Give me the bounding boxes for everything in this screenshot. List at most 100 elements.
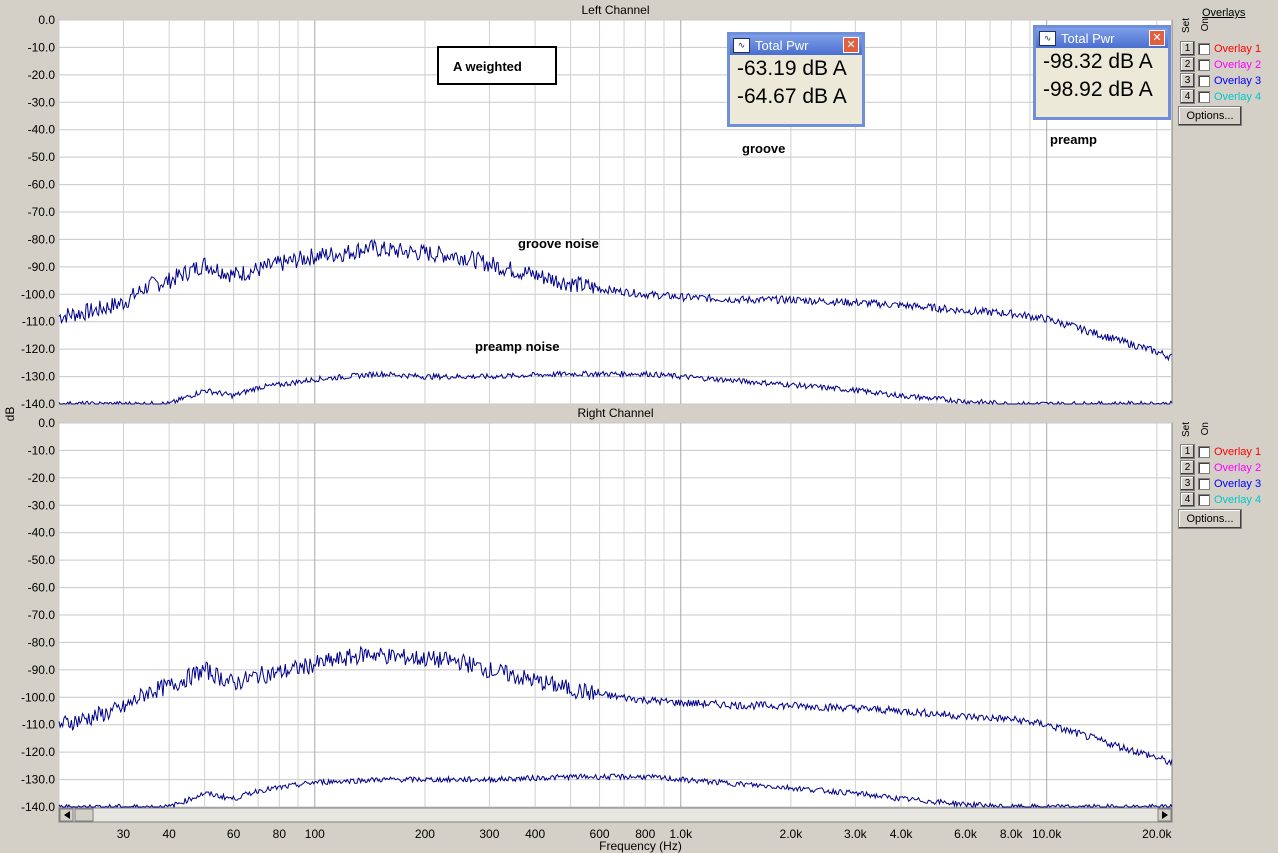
overlay-row-4: 4 Overlay 4 xyxy=(1180,492,1261,507)
arrow-left-icon xyxy=(64,811,70,819)
overlays-header: Overlays xyxy=(1202,7,1246,19)
total-power-left-value: -63.19 dB A xyxy=(737,57,847,80)
overlay-set-button[interactable]: 1 xyxy=(1180,41,1195,56)
overlay-label: Overlay 3 xyxy=(1214,477,1262,490)
y-tick-label: -20.0 xyxy=(28,68,56,82)
waveform-icon: ∿ xyxy=(733,37,750,53)
preamp-noise-annotation: preamp noise xyxy=(475,339,560,354)
overlay-row-2: 2 Overlay 2 xyxy=(1180,460,1261,475)
overlay-on-checkbox[interactable] xyxy=(1198,58,1210,71)
y-tick-label: -30.0 xyxy=(28,498,56,512)
groove-noise-line xyxy=(58,238,1173,362)
x-tick-label: 1.0k xyxy=(669,827,693,841)
overlay-on-checkbox[interactable] xyxy=(1198,90,1210,103)
x-tick-label: 300 xyxy=(479,827,499,841)
waveform-icon: ∿ xyxy=(1039,30,1056,46)
overlay-set-button[interactable]: 4 xyxy=(1180,89,1195,104)
x-tick-label: 200 xyxy=(415,827,435,841)
total-power-right-value: -98.92 dB A xyxy=(1043,78,1153,101)
x-tick-label: 600 xyxy=(590,827,610,841)
set-column-label: Set xyxy=(1181,18,1192,34)
overlay-on-checkbox[interactable] xyxy=(1198,477,1210,490)
y-tick-label: -130.0 xyxy=(21,370,55,384)
total-power-window-groove[interactable]: ∿ Total Pwr ✕ -63.19 dB A -64.67 dB A xyxy=(727,32,865,127)
y-tick-label: -60.0 xyxy=(28,178,56,192)
x-tick-label: 80 xyxy=(273,827,287,841)
total-power-titlebar[interactable]: ∿ Total Pwr ✕ xyxy=(730,35,862,55)
overlay-row-1: 1 Overlay 1 xyxy=(1180,444,1261,459)
on-column-label: On xyxy=(1200,422,1211,436)
options-button[interactable]: Options... xyxy=(1178,106,1242,126)
x-tick-label: 3.0k xyxy=(844,827,868,841)
x-tick-label: 60 xyxy=(227,827,241,841)
groove-noise-annotation: groove noise xyxy=(518,236,599,251)
panel-title-bar xyxy=(59,4,1172,20)
overlay-row-4: 4 Overlay 4 xyxy=(1180,89,1261,104)
x-tick-label: 800 xyxy=(635,827,655,841)
panel-title: Right Channel xyxy=(577,406,653,420)
overlay-label: Overlay 2 xyxy=(1214,58,1262,71)
horizontal-scrollbar[interactable] xyxy=(58,807,1173,823)
x-tick-label: 20.0k xyxy=(1142,827,1172,841)
overlay-set-button[interactable]: 3 xyxy=(1180,73,1195,88)
overlay-set-button[interactable]: 2 xyxy=(1180,57,1195,72)
overlay-set-button[interactable]: 1 xyxy=(1180,444,1195,459)
x-tick-label: 100 xyxy=(305,827,325,841)
overlay-panel-left: Overlays Set On 1 Overlay 1 2 Overlay 2 … xyxy=(1176,0,1276,130)
y-axis-label: dB xyxy=(3,407,17,422)
overlay-label: Overlay 2 xyxy=(1214,461,1262,474)
x-axis-label: Frequency (Hz) xyxy=(599,839,682,853)
y-tick-label: -30.0 xyxy=(28,95,56,109)
x-tick-label: 6.0k xyxy=(954,827,978,841)
overlay-set-button[interactable]: 3 xyxy=(1180,476,1195,491)
y-tick-label: 0.0 xyxy=(38,13,55,27)
overlay-on-checkbox[interactable] xyxy=(1198,461,1210,474)
preamp-noise-line xyxy=(58,369,1173,406)
panel-title: Left Channel xyxy=(581,3,649,17)
total-power-titlebar[interactable]: ∿ Total Pwr ✕ xyxy=(1036,28,1168,48)
y-tick-label: -60.0 xyxy=(28,581,56,595)
y-tick-label: -100.0 xyxy=(21,287,55,301)
groove-annotation: groove xyxy=(742,141,786,156)
set-column-label: Set xyxy=(1181,422,1192,438)
overlay-on-checkbox[interactable] xyxy=(1198,42,1210,55)
overlay-set-button[interactable]: 2 xyxy=(1180,460,1195,475)
y-tick-label: -40.0 xyxy=(28,526,56,540)
y-tick-label: -10.0 xyxy=(28,443,56,457)
overlay-row-3: 3 Overlay 3 xyxy=(1180,73,1261,88)
preamp-noise-line xyxy=(58,773,1173,809)
overlay-on-checkbox[interactable] xyxy=(1198,493,1210,506)
x-tick-label: 4.0k xyxy=(890,827,914,841)
x-tick-label: 400 xyxy=(525,827,545,841)
close-icon[interactable]: ✕ xyxy=(843,37,859,53)
y-tick-label: -90.0 xyxy=(28,260,56,274)
y-tick-label: -130.0 xyxy=(21,773,55,787)
overlay-panel-right: Set On 1 Overlay 1 2 Overlay 2 3 Overlay… xyxy=(1176,405,1276,535)
y-tick-label: -110.0 xyxy=(22,315,55,329)
overlay-set-button[interactable]: 4 xyxy=(1180,492,1195,507)
total-power-window-preamp[interactable]: ∿ Total Pwr ✕ -98.32 dB A -98.92 dB A xyxy=(1033,25,1171,120)
overlay-label: Overlay 1 xyxy=(1214,42,1262,55)
overlay-on-checkbox[interactable] xyxy=(1198,74,1210,87)
options-button[interactable]: Options... xyxy=(1178,509,1242,529)
preamp-annotation: preamp xyxy=(1050,132,1097,147)
y-tick-label: 0.0 xyxy=(38,416,55,430)
overlay-row-1: 1 Overlay 1 xyxy=(1180,41,1261,56)
overlay-label: Overlay 4 xyxy=(1214,493,1262,506)
y-tick-label: -20.0 xyxy=(28,471,56,485)
on-column-label: On xyxy=(1200,18,1211,32)
close-icon[interactable]: ✕ xyxy=(1149,30,1165,46)
overlay-on-checkbox[interactable] xyxy=(1198,445,1210,458)
overlay-row-3: 3 Overlay 3 xyxy=(1180,476,1261,491)
y-tick-label: -50.0 xyxy=(28,553,56,567)
scroll-thumb[interactable] xyxy=(74,808,94,822)
overlay-label: Overlay 1 xyxy=(1214,445,1262,458)
x-tick-label: 8.0k xyxy=(1000,827,1024,841)
groove-noise-line xyxy=(58,645,1173,767)
y-tick-label: -10.0 xyxy=(28,40,56,54)
overlay-row-2: 2 Overlay 2 xyxy=(1180,57,1261,72)
y-tick-label: -50.0 xyxy=(28,150,56,164)
x-tick-label: 40 xyxy=(162,827,176,841)
